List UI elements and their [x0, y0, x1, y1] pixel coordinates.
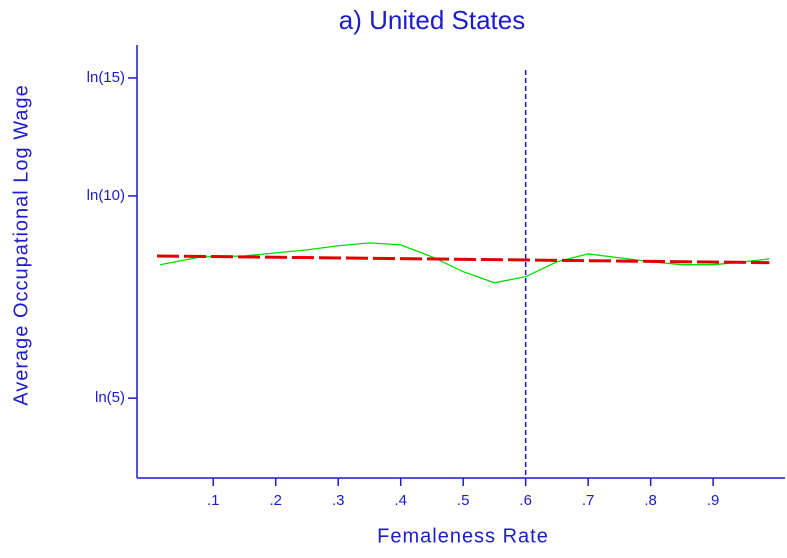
x-tick-label: .8: [644, 492, 657, 509]
y-tick-label: ln(10): [87, 187, 125, 204]
x-tick-label: .4: [394, 492, 407, 509]
line: [159, 242, 770, 284]
x-tick-label: .9: [707, 492, 720, 509]
x-tick-label: .3: [332, 492, 345, 509]
chart-title: a) United States: [339, 5, 525, 35]
y-tick-label: ln(5): [95, 389, 125, 406]
x-tick-label: .5: [457, 492, 470, 509]
x-tick-label: .1: [207, 492, 220, 509]
x-axis-label: Femaleness Rate: [377, 525, 549, 547]
x-tick-label: .6: [519, 492, 532, 509]
line: [156, 254, 770, 265]
y-tick-label: ln(15): [87, 69, 125, 86]
x-tick-label: .7: [582, 492, 595, 509]
x-tick-label: .2: [269, 492, 282, 509]
y-axis-label: Average Occupational Log Wage: [10, 84, 32, 405]
